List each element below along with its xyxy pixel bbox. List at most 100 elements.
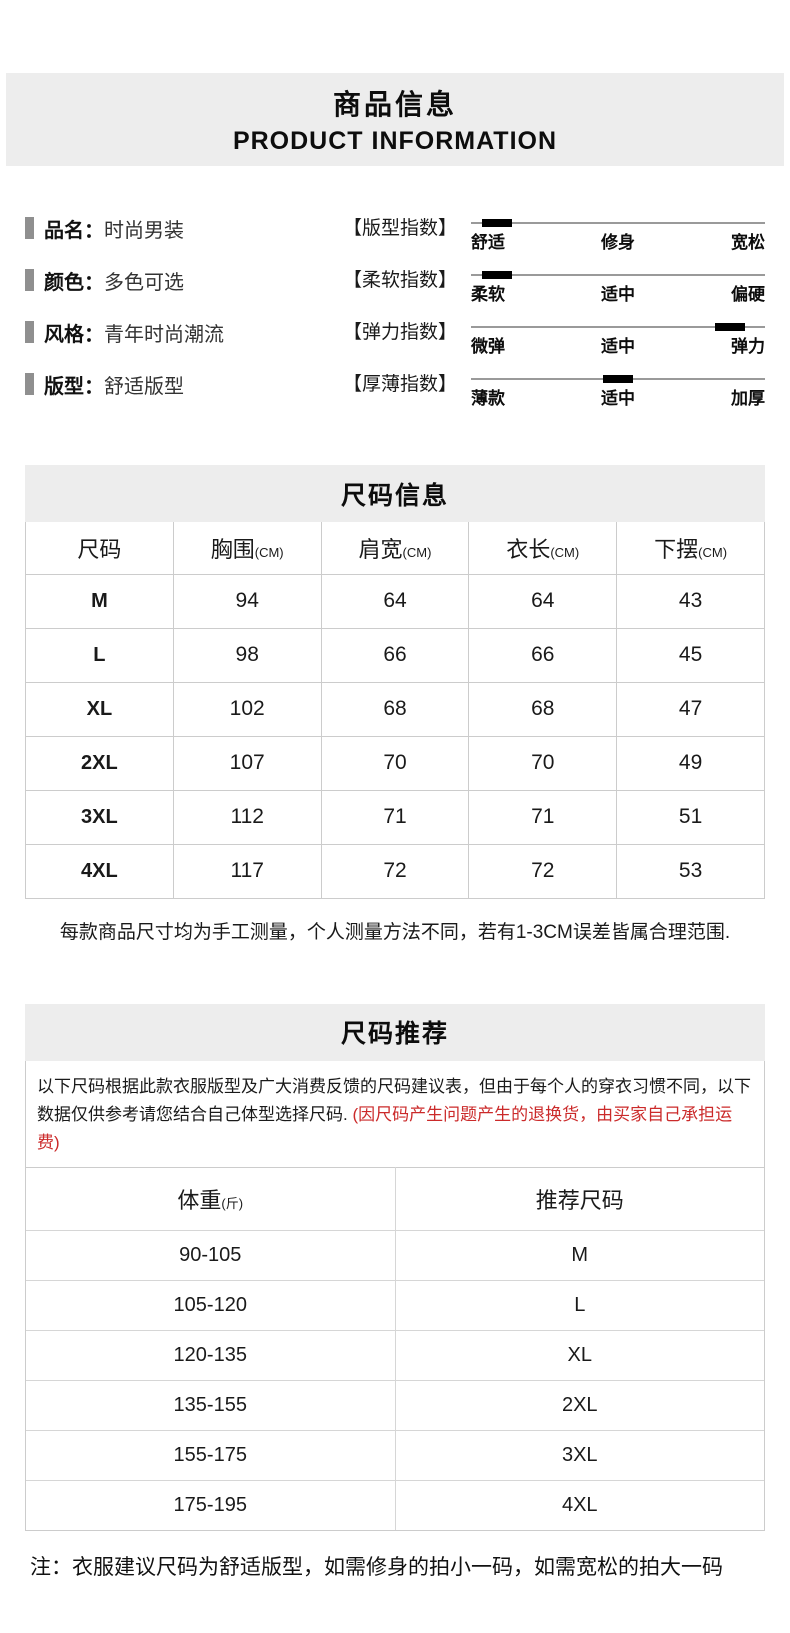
cell-length: 64 — [468, 574, 618, 629]
slider-marker-icon — [714, 323, 745, 331]
col-header-weight: 体重(斤) — [177, 1187, 244, 1213]
cell-shoulder: 68 — [320, 682, 470, 737]
page-title-cn: 商品信息 — [332, 89, 457, 120]
scale-label-left: 薄款 — [471, 389, 505, 408]
col-header-chest: 胸围(CM) — [172, 522, 322, 575]
attribute-row-color: 颜色： 多色可选 — [25, 254, 343, 306]
attribute-value: 时尚男装 — [104, 219, 184, 242]
softness-index-slider: 柔软 适中 偏硬 — [471, 254, 765, 306]
cell-recommend-size: L — [394, 1279, 764, 1330]
scale-label-right: 偏硬 — [731, 285, 765, 304]
label-bar-icon — [25, 373, 34, 395]
cell-chest: 117 — [172, 844, 322, 899]
scale-label-center: 适中 — [601, 389, 635, 408]
label-bar-icon — [25, 217, 34, 239]
slider-track — [471, 274, 765, 276]
cell-chest: 112 — [172, 790, 322, 845]
cell-chest: 107 — [172, 736, 322, 791]
label-bar-icon — [25, 269, 34, 291]
col-header-length: 衣长(CM) — [468, 522, 618, 575]
product-info-header: 商品信息 PRODUCT INFORMATION — [6, 73, 784, 166]
cell-chest: 102 — [172, 682, 322, 737]
table-row: 120-135 XL — [26, 1329, 764, 1380]
cell-weight: 135-155 — [26, 1379, 395, 1430]
attribute-value: 青年时尚潮流 — [104, 323, 224, 346]
cell-recommend-size: 2XL — [394, 1379, 764, 1430]
cell-weight: 120-135 — [26, 1329, 395, 1380]
scale-label-center: 适中 — [601, 337, 635, 356]
index-name: 【柔软指数】 — [343, 270, 458, 291]
size-recommend-title: 尺码推荐 — [340, 1020, 449, 1048]
slider-marker-icon — [482, 271, 513, 279]
slider-marker-icon — [603, 375, 633, 383]
page-title-en: PRODUCT INFORMATION — [232, 127, 558, 155]
table-row: L 98 66 66 45 — [25, 628, 765, 683]
attribute-list: 品名： 时尚男装 颜色： 多色可选 风格： 青年时尚潮流 版型： 舒适版型 — [25, 202, 343, 410]
thickness-index-slider: 薄款 适中 加厚 — [471, 358, 765, 410]
scale-label-left: 柔软 — [471, 285, 505, 304]
table-row: 155-175 3XL — [26, 1429, 764, 1480]
stretch-index-slider: 微弹 适中 弹力 — [471, 306, 765, 358]
attribute-value: 多色可选 — [104, 271, 184, 294]
table-row: 175-195 4XL — [26, 1479, 764, 1530]
attribute-row-fit: 版型： 舒适版型 — [25, 358, 343, 410]
col-header-shoulder: 肩宽(CM) — [320, 522, 470, 575]
slider-scale-labels: 柔软 适中 偏硬 — [471, 280, 765, 305]
scale-label-right: 加厚 — [731, 389, 765, 408]
cell-hem: 51 — [616, 790, 765, 845]
index-row-softness: 【柔软指数】 柔软 适中 偏硬 — [343, 254, 765, 306]
scale-label-left: 微弹 — [471, 337, 505, 356]
cell-size: XL — [25, 682, 174, 737]
recommend-intro-warning: (因尺码产生问题产生的退换货，由买家自己承担运费) — [37, 1104, 733, 1152]
index-row-stretch: 【弹力指数】 微弹 适中 弹力 — [343, 306, 765, 358]
table-row: 2XL 107 70 70 49 — [25, 736, 765, 791]
cell-length: 66 — [468, 628, 618, 683]
cell-recommend-size: M — [394, 1229, 764, 1280]
cell-size: 3XL — [25, 790, 174, 845]
cell-weight: 105-120 — [26, 1279, 395, 1330]
attribute-row-style: 风格： 青年时尚潮流 — [25, 306, 343, 358]
cell-size: M — [25, 574, 174, 629]
cell-hem: 49 — [616, 736, 765, 791]
recommend-intro: 以下尺码根据此款衣服版型及广大消费反馈的尺码建议表，但由于每个人的穿衣习惯不同，… — [26, 1061, 764, 1167]
cell-recommend-size: 3XL — [394, 1429, 764, 1480]
cell-recommend-size: 4XL — [394, 1479, 764, 1530]
size-table-header-row: 尺码 胸围(CM) 肩宽(CM) 衣长(CM) 下摆(CM) — [25, 522, 765, 575]
cell-shoulder: 72 — [320, 844, 470, 899]
cell-chest: 94 — [172, 574, 322, 629]
scale-label-right: 宽松 — [731, 233, 765, 252]
cell-recommend-size: XL — [394, 1329, 764, 1380]
slider-track — [471, 326, 765, 328]
slider-scale-labels: 微弹 适中 弹力 — [471, 332, 765, 357]
attribute-label: 品名： — [44, 219, 104, 242]
cell-hem: 43 — [616, 574, 765, 629]
cell-size: 4XL — [25, 844, 174, 899]
attribute-row-name: 品名： 时尚男装 — [25, 202, 343, 254]
index-name: 【版型指数】 — [343, 218, 458, 239]
size-recommend-band: 尺码推荐 — [25, 1003, 765, 1061]
slider-marker-icon — [482, 219, 513, 227]
table-row: 105-120 L — [26, 1279, 764, 1330]
recommend-header-row: 体重(斤) 推荐尺码 — [26, 1167, 764, 1230]
table-row: 3XL 112 71 71 51 — [25, 790, 765, 845]
recommend-intro-text: 以下尺码根据此款衣服版型及广大消费反馈的尺码建议表，但由于每个人的穿衣习惯不同，… — [37, 1076, 751, 1124]
recommend-table: 体重(斤) 推荐尺码 90-105 M 105-120 L 120-135 XL… — [26, 1166, 764, 1530]
measurement-note: 每款商品尺寸均为手工测量，个人测量方法不同，若有1-3CM误差皆属合理范围. — [59, 921, 731, 943]
attributes-section: 品名： 时尚男装 颜色： 多色可选 风格： 青年时尚潮流 版型： 舒适版型 【版… — [25, 202, 765, 410]
size-info-title: 尺码信息 — [340, 481, 449, 510]
recommend-footnote: 注：衣服建议尺码为舒适版型，如需修身的拍小一码，如需宽松的拍大一码 — [30, 1556, 723, 1579]
cell-size: 2XL — [25, 736, 174, 791]
cell-length: 72 — [468, 844, 618, 899]
table-row: XL 102 68 68 47 — [25, 682, 765, 737]
cell-length: 71 — [468, 790, 618, 845]
size-recommend-box: 以下尺码根据此款衣服版型及广大消费反馈的尺码建议表，但由于每个人的穿衣习惯不同，… — [25, 1060, 765, 1531]
table-row: 135-155 2XL — [26, 1379, 764, 1430]
cell-shoulder: 70 — [320, 736, 470, 791]
label-bar-icon — [25, 321, 34, 343]
scale-label-right: 弹力 — [731, 337, 765, 356]
index-name: 【弹力指数】 — [343, 322, 458, 343]
cell-weight: 90-105 — [26, 1229, 395, 1280]
col-header-recommend-size: 推荐尺码 — [394, 1167, 764, 1230]
cell-shoulder: 64 — [320, 574, 470, 629]
cell-hem: 47 — [616, 682, 765, 737]
